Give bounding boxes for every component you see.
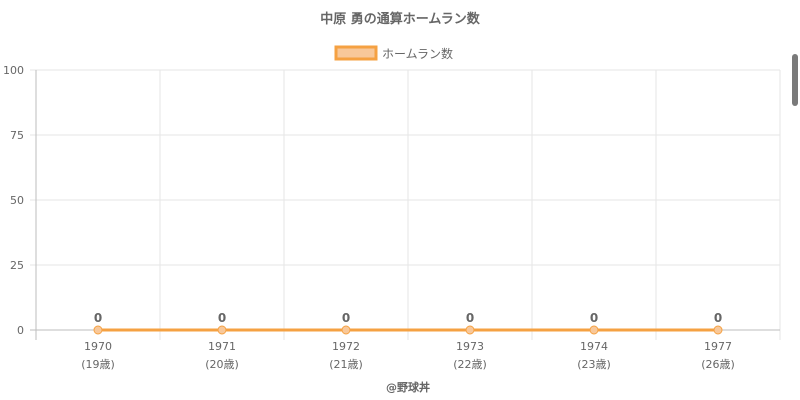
- x-tick-sublabel: (20歳): [205, 358, 239, 371]
- data-label: 0: [466, 311, 474, 325]
- y-tick-labels: 0 25 50 75 100: [3, 64, 24, 337]
- x-tick-label: 1974: [580, 340, 608, 353]
- y-tick-label: 100: [3, 64, 24, 77]
- x-tick-sublabel: (19歳): [81, 358, 115, 371]
- data-label: 0: [590, 311, 598, 325]
- data-point: [465, 325, 475, 335]
- axes: [30, 70, 780, 340]
- data-label: 0: [342, 311, 350, 325]
- scrollbar-thumb[interactable]: [792, 54, 798, 106]
- data-label: 0: [218, 311, 226, 325]
- data-point: [93, 325, 103, 335]
- data-point: [217, 325, 227, 335]
- data-point: [341, 325, 351, 335]
- x-tick-label: 1970: [84, 340, 112, 353]
- x-tick-sublabel: (23歳): [577, 358, 611, 371]
- data-labels: 0 0 0 0 0 0: [94, 311, 722, 325]
- chart-title: 中原 勇の通算ホームラン数: [320, 11, 480, 27]
- x-tick-label: 1971: [208, 340, 236, 353]
- legend-label: ホームラン数: [382, 46, 453, 61]
- data-point: [589, 325, 599, 335]
- x-tick-label: 1973: [456, 340, 484, 353]
- x-tick-label: 1977: [704, 340, 732, 353]
- legend-swatch: [334, 45, 378, 61]
- data-label: 0: [714, 311, 722, 325]
- series-homeruns: [93, 325, 723, 335]
- x-tick-sublabel: (21歳): [329, 358, 363, 371]
- credit-text: @野球丼: [386, 380, 430, 394]
- data-label: 0: [94, 311, 102, 325]
- y-tick-label: 50: [10, 194, 24, 207]
- y-tick-label: 25: [10, 259, 24, 272]
- y-tick-label: 0: [17, 324, 24, 337]
- x-tick-sublabel: (26歳): [701, 358, 735, 371]
- x-tick-label: 1972: [332, 340, 360, 353]
- legend[interactable]: ホームラン数: [334, 45, 453, 61]
- data-point: [713, 325, 723, 335]
- x-tick-sublabel: (22歳): [453, 358, 487, 371]
- grid: [30, 69, 781, 340]
- x-tick-labels: 1970 (19歳) 1971 (20歳) 1972 (21歳) 1973 (22歳) 1974…: [81, 340, 735, 371]
- y-tick-label: 75: [10, 129, 24, 142]
